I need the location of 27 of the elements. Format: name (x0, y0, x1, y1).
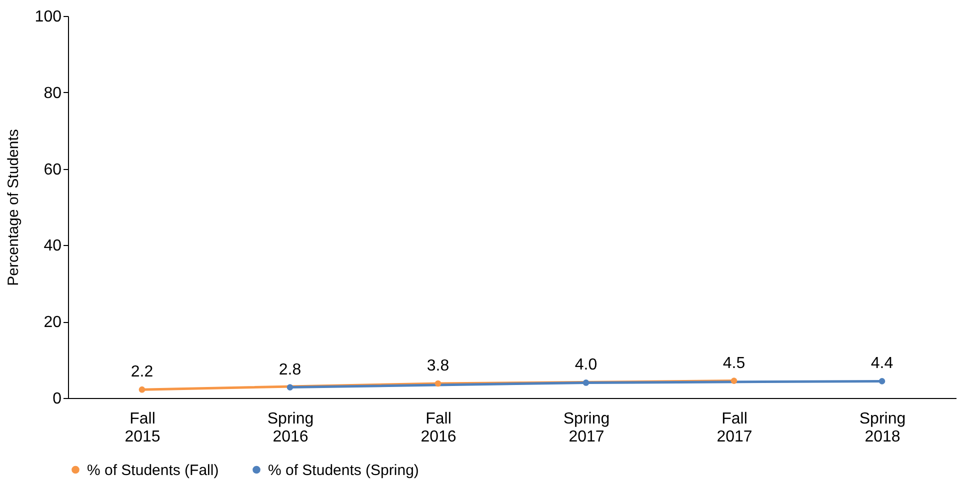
data-label: 4.4 (870, 355, 894, 372)
y-tick-label: 0 (52, 390, 62, 408)
point (582, 380, 590, 386)
y-tick-label: 60 (44, 161, 62, 178)
x-tick-label: Fall 2015 (124, 410, 160, 446)
point (730, 378, 738, 384)
x-tick-label: Spring 2016 (267, 410, 314, 446)
y-tick-label: 40 (44, 238, 62, 255)
point (878, 378, 886, 384)
data-label: 4.5 (722, 354, 746, 372)
y-tick-label: 20 (44, 314, 62, 332)
data-label: 2.2 (130, 364, 154, 381)
legend-label: % of Students (Fall) (87, 462, 219, 479)
y-tick-label: 80 (44, 84, 62, 102)
x-tick-label: Spring 2017 (563, 410, 610, 446)
y-tick-label: 100 (34, 8, 62, 26)
y-axis-title: Percentage of Students (4, 129, 22, 286)
point (138, 386, 146, 393)
x-tick-label: Fall 2016 (420, 410, 456, 446)
legend-label: % of Students (Spring) (268, 462, 419, 479)
x-tick-label: Spring 2018 (859, 410, 906, 446)
data-label: 2.8 (278, 361, 302, 378)
x-tick-label: Fall 2017 (716, 410, 752, 446)
point (286, 384, 294, 390)
data-label: 3.8 (426, 357, 450, 374)
data-label: 4.0 (574, 356, 598, 374)
point (434, 380, 442, 387)
